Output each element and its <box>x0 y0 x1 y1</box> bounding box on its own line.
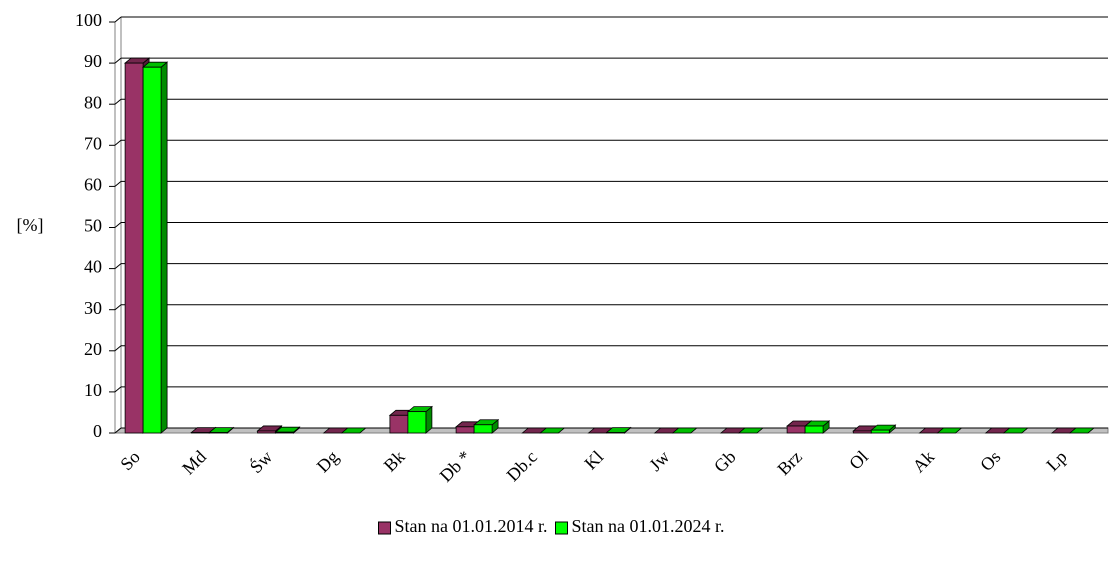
y-tick-label: 10 <box>84 380 102 400</box>
bar <box>787 426 805 433</box>
x-tick-label: Brz <box>773 447 806 480</box>
grid-diagonal <box>115 387 121 392</box>
bar <box>474 425 492 433</box>
x-tick-label: Db.c <box>503 447 542 486</box>
y-axis-label: [%] <box>17 215 44 235</box>
bar <box>258 431 276 433</box>
x-tick-label: Jw <box>645 447 673 475</box>
y-tick-label: 90 <box>84 51 102 71</box>
grid-diagonal <box>115 264 121 269</box>
y-tick-label: 70 <box>84 133 102 153</box>
x-tick-label: Ak <box>909 447 939 477</box>
y-tick-label: 60 <box>84 175 102 195</box>
y-tick-label: 40 <box>84 257 102 277</box>
bar-side <box>161 62 167 433</box>
x-tick-label: Os <box>976 447 1004 475</box>
grid-diagonal <box>115 99 121 104</box>
x-tick-label: Kl <box>580 447 607 474</box>
grid-diagonal <box>115 17 121 22</box>
bar <box>456 427 474 433</box>
x-tick-label: So <box>116 447 144 475</box>
x-tick-label: Lp <box>1042 447 1070 475</box>
y-tick-label: 0 <box>93 421 102 441</box>
y-tick-label: 20 <box>84 339 102 359</box>
legend-label: Stan na 01.01.2024 r. <box>572 516 725 536</box>
y-tick-label: 80 <box>84 92 102 112</box>
bar <box>276 432 294 433</box>
x-tick-label: Md <box>178 447 210 479</box>
grid-diagonal <box>115 181 121 186</box>
grid-diagonal <box>115 58 121 63</box>
y-tick-label: 100 <box>75 10 102 30</box>
grid-diagonal <box>115 140 121 145</box>
bar <box>408 412 426 433</box>
grid-diagonal <box>115 223 121 228</box>
x-tick-label: Ol <box>845 447 872 474</box>
legend-swatch <box>556 522 568 534</box>
x-tick-label: Db * <box>436 447 475 486</box>
x-tick-label: Dg <box>313 447 343 477</box>
x-tick-label: Bk <box>380 447 409 476</box>
x-tick-label: Gb <box>710 447 740 477</box>
bar <box>853 431 871 433</box>
y-tick-label: 50 <box>84 216 102 236</box>
legend-swatch <box>379 522 391 534</box>
legend-label: Stan na 01.01.2014 r. <box>395 516 548 536</box>
bar <box>143 67 161 433</box>
grid-diagonal <box>115 305 121 310</box>
bar <box>125 63 143 433</box>
bar <box>390 415 408 433</box>
grid-diagonal <box>115 346 121 351</box>
bar <box>805 426 823 433</box>
y-tick-label: 30 <box>84 298 102 318</box>
bar <box>871 430 889 433</box>
x-tick-label: Św <box>245 446 276 477</box>
